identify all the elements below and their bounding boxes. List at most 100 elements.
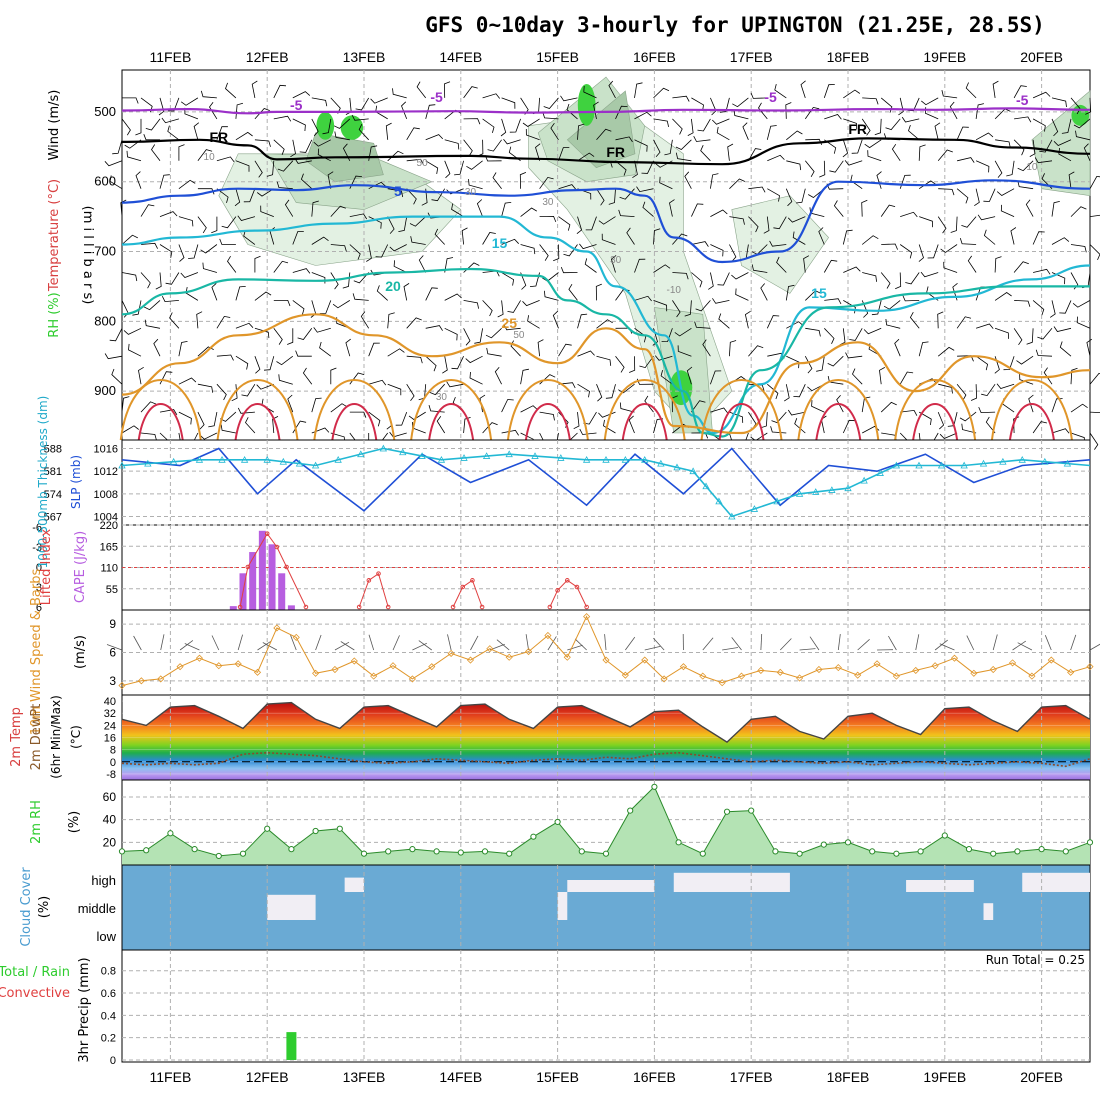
bottom-date-label: 19FEB [923,1069,966,1085]
wind-barb [861,235,879,245]
cape-tick-label: 220 [100,520,118,532]
wind-barb [864,139,882,149]
thickness-marker [295,459,304,467]
precip-tick-label: 0.2 [101,1033,116,1045]
wind-barb [918,341,929,357]
thickness-marker [937,461,946,469]
wind-barb [664,139,673,156]
surface-barb [1017,642,1033,651]
rh-point [167,830,174,837]
wind-barb [501,272,515,286]
wind-barb [880,401,897,413]
wind-barb [322,118,332,135]
page-title: GFS 0~10day 3-hourly for UPINGTON (21.25… [425,13,1045,37]
wind-barb [353,272,369,284]
surface-barb [106,644,123,651]
temp-tick-label: 24 [104,720,116,732]
temp-tick-label: 8 [110,745,116,757]
wind-barb [193,122,200,140]
wind-speed-point [873,660,881,668]
wind-barb [996,383,1015,389]
wind-barb [550,122,559,141]
surface-barb [567,644,583,651]
wind-barb [995,139,1011,148]
high-cloud-cell [567,880,655,892]
surface-barb [1070,634,1077,651]
wind-barb [833,200,844,217]
cape-li-panel: 220 165 110 55 -6 -3 0 3 6 [32,520,1091,614]
wind-barb [392,88,407,99]
wind-barb [695,300,711,312]
temperature-contours [119,107,1091,441]
wind-barb [345,338,351,357]
wind-barb [463,118,481,125]
warm-contour [506,379,589,441]
wind-speed-point [447,649,455,658]
wind-barb [1070,272,1079,290]
li-line [358,572,389,608]
wind-barb [237,407,255,414]
wind-barb [334,131,350,141]
wind-barb [292,231,304,245]
wind-barb [862,272,877,282]
wind-barb [237,215,256,221]
wind-barb [501,202,512,217]
wind-speed-point [524,647,533,656]
wind-barb [804,356,813,374]
thickness-marker [960,461,968,469]
wind-barb [416,81,427,99]
hot-contour [234,403,281,441]
wind-barbs [104,80,1100,451]
surface-barb [1012,640,1027,651]
wind-barb [558,184,577,190]
hot-contour [621,403,668,441]
wind-barb [880,272,891,289]
wind-barb [443,81,451,98]
wind-barb [718,313,730,329]
wind-barb [520,244,536,255]
top-date-label: 17FEB [730,49,773,65]
wind-barb [1059,341,1072,357]
rh-point [723,808,731,815]
wind-barb [266,160,275,177]
wind-barb [522,300,540,307]
wind-barb [216,383,227,401]
wind-barb [297,328,313,340]
thickness-marker [892,461,901,469]
thickness-marker [1063,459,1072,467]
wind-barb [639,355,654,369]
surface-barb [525,634,529,651]
wind-barb [867,150,882,162]
surface-barb [160,634,165,651]
wind-speed-point [195,654,204,662]
rh-tick-label: 20 [103,835,117,849]
li-point [470,578,475,583]
wind-barb [818,227,825,245]
wind-barb [615,355,625,373]
rh-area-mid [122,786,1090,865]
wind-barb [596,355,612,366]
surface-barb [290,634,297,651]
p4-ylabel: 10m Wind Speed & Barbs [29,569,44,736]
rh-tick-label: 40 [103,813,117,827]
wind-barb [577,383,590,398]
wind-barb [1073,118,1091,129]
thickness-marker [118,461,126,469]
wind-barb [319,300,332,314]
temp-tick-label: 16 [104,733,116,745]
wind-barb [178,341,188,357]
li-point [264,531,270,536]
wind-barb [610,255,617,273]
wind10m-barbs [106,633,1100,651]
wind-barb [1026,328,1034,345]
wind-speed-point [950,654,959,662]
wind-barb [733,109,749,120]
wind-barb [121,425,139,434]
wind-barb [577,123,585,140]
temp2m-grid [122,695,1090,780]
wind-barb [975,355,989,371]
wind-barb [901,116,920,123]
wind-barb [829,160,844,173]
wind-barb [135,118,142,136]
series-line [121,447,1091,518]
